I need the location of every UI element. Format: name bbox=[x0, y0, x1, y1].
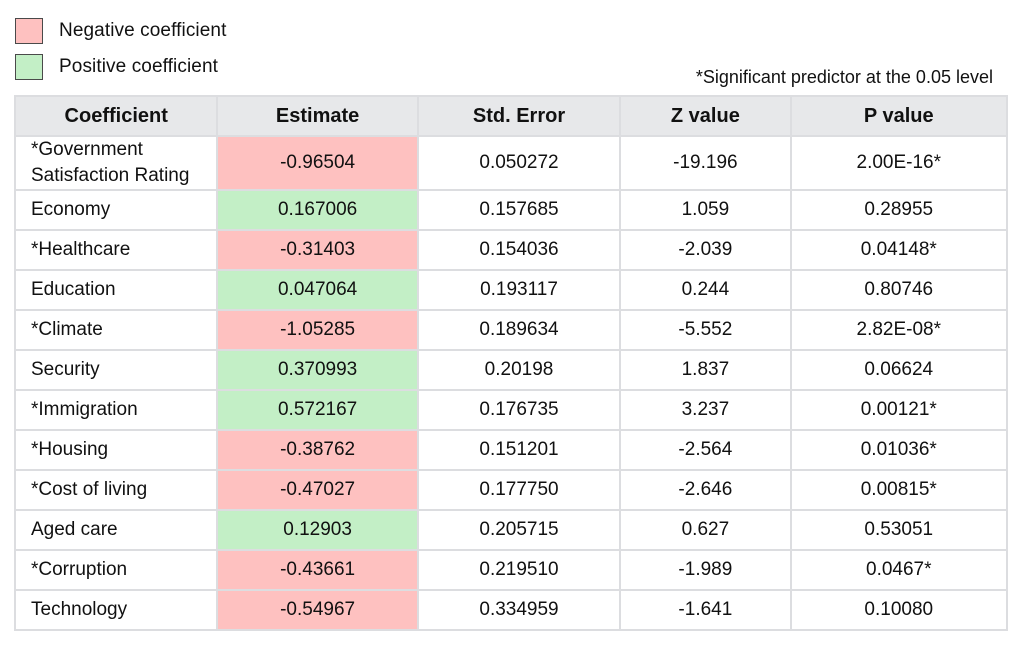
cell-coefficient-name: Economy bbox=[13, 189, 219, 231]
cell-z-value: 0.627 bbox=[619, 509, 792, 551]
cell-p-value: 0.01036* bbox=[789, 429, 1009, 471]
cell-coefficient-name: *Healthcare bbox=[13, 229, 219, 271]
table-row: *Housing -0.38762 0.151201 -2.564 0.01036* bbox=[13, 429, 1009, 471]
cell-estimate: -0.96504 bbox=[216, 135, 419, 191]
table-row: Aged care 0.12903 0.205715 0.627 0.53051 bbox=[13, 509, 1009, 551]
cell-estimate: -1.05285 bbox=[216, 309, 419, 351]
header-row: Coefficient Estimate Std. Error Z value … bbox=[13, 95, 1009, 137]
cell-coefficient-name: Aged care bbox=[13, 509, 219, 551]
cell-p-value: 0.00815* bbox=[789, 469, 1009, 511]
cell-estimate: 0.167006 bbox=[216, 189, 419, 231]
significance-footnote: *Significant predictor at the 0.05 level bbox=[695, 67, 993, 87]
table-row: *Healthcare -0.31403 0.154036 -2.039 0.04148… bbox=[13, 229, 1009, 271]
table-row: Economy 0.167006 0.157685 1.059 0.28955 bbox=[13, 189, 1009, 231]
negative-swatch bbox=[15, 18, 43, 44]
cell-estimate: -0.54967 bbox=[216, 589, 419, 631]
cell-p-value: 0.28955 bbox=[789, 189, 1009, 231]
table-row: Technology -0.54967 0.334959 -1.641 0.10080 bbox=[13, 589, 1009, 631]
cell-p-value: 0.0467* bbox=[789, 549, 1009, 591]
cell-estimate: 0.047064 bbox=[216, 269, 419, 311]
header-p-value: P value bbox=[789, 95, 1009, 137]
legend-label-positive: Positive coefficient bbox=[59, 56, 219, 77]
cell-p-value: 2.82E-08* bbox=[789, 309, 1009, 351]
cell-std-error: 0.205715 bbox=[416, 509, 622, 551]
cell-std-error: 0.151201 bbox=[416, 429, 622, 471]
cell-std-error: 0.193117 bbox=[416, 269, 622, 311]
table-row: *Immigration 0.572167 0.176735 3.237 0.00121… bbox=[13, 389, 1009, 431]
cell-coefficient-name: *Immigration bbox=[13, 389, 219, 431]
cell-std-error: 0.176735 bbox=[416, 389, 622, 431]
cell-coefficient-name: *Housing bbox=[13, 429, 219, 471]
cell-p-value: 0.10080 bbox=[789, 589, 1009, 631]
table-row: *Government Satisfaction Rating -0.96504 0… bbox=[13, 135, 1009, 191]
cell-z-value: -2.564 bbox=[619, 429, 792, 471]
cell-estimate: -0.31403 bbox=[216, 229, 419, 271]
cell-z-value: -5.552 bbox=[619, 309, 792, 351]
cell-coefficient-name: Technology bbox=[13, 589, 219, 631]
cell-coefficient-name: *Corruption bbox=[13, 549, 219, 591]
cell-std-error: 0.189634 bbox=[416, 309, 622, 351]
table-row: Security 0.370993 0.20198 1.837 0.06624 bbox=[13, 349, 1009, 391]
cell-z-value: -1.641 bbox=[619, 589, 792, 631]
cell-std-error: 0.177750 bbox=[416, 469, 622, 511]
table-row: *Climate -1.05285 0.189634 -5.552 2.82E-08* bbox=[13, 309, 1009, 351]
cell-estimate: -0.38762 bbox=[216, 429, 419, 471]
cell-coefficient-name: *Cost of living bbox=[13, 469, 219, 511]
cell-std-error: 0.219510 bbox=[416, 549, 622, 591]
cell-coefficient-name: Education bbox=[13, 269, 219, 311]
cell-coefficient-name: *Climate bbox=[13, 309, 219, 351]
cell-p-value: 0.53051 bbox=[789, 509, 1009, 551]
cell-estimate: 0.572167 bbox=[216, 389, 419, 431]
cell-z-value: 0.244 bbox=[619, 269, 792, 311]
coefficient-table: Coefficient Estimate Std. Error Z value … bbox=[13, 95, 1009, 631]
cell-estimate: 0.12903 bbox=[216, 509, 419, 551]
cell-coefficient-name: Security bbox=[13, 349, 219, 391]
header-coefficient: Coefficient bbox=[13, 95, 219, 137]
cell-std-error: 0.157685 bbox=[416, 189, 622, 231]
cell-std-error: 0.334959 bbox=[416, 589, 622, 631]
positive-swatch bbox=[15, 54, 43, 80]
legend-item-positive: Positive coefficient bbox=[15, 52, 226, 82]
legend: Negative coefficient Positive coefficien… bbox=[15, 16, 226, 88]
cell-p-value: 0.00121* bbox=[789, 389, 1009, 431]
cell-z-value: -19.196 bbox=[619, 135, 792, 191]
table-body: *Government Satisfaction Rating -0.96504 0… bbox=[13, 135, 1009, 631]
cell-estimate: 0.370993 bbox=[216, 349, 419, 391]
cell-z-value: -1.989 bbox=[619, 549, 792, 591]
cell-z-value: 3.237 bbox=[619, 389, 792, 431]
cell-z-value: 1.059 bbox=[619, 189, 792, 231]
cell-std-error: 0.050272 bbox=[416, 135, 622, 191]
cell-p-value: 0.06624 bbox=[789, 349, 1009, 391]
cell-p-value: 0.04148* bbox=[789, 229, 1009, 271]
cell-z-value: -2.039 bbox=[619, 229, 792, 271]
cell-estimate: -0.43661 bbox=[216, 549, 419, 591]
header-std-error: Std. Error bbox=[416, 95, 622, 137]
legend-item-negative: Negative coefficient bbox=[15, 16, 226, 46]
cell-std-error: 0.20198 bbox=[416, 349, 622, 391]
legend-label-negative: Negative coefficient bbox=[59, 20, 227, 41]
cell-p-value: 0.80746 bbox=[789, 269, 1009, 311]
cell-std-error: 0.154036 bbox=[416, 229, 622, 271]
header-z-value: Z value bbox=[619, 95, 792, 137]
cell-p-value: 2.00E-16* bbox=[789, 135, 1009, 191]
cell-estimate: -0.47027 bbox=[216, 469, 419, 511]
table-row: Education 0.047064 0.193117 0.244 0.80746 bbox=[13, 269, 1009, 311]
cell-z-value: 1.837 bbox=[619, 349, 792, 391]
cell-coefficient-name: *Government Satisfaction Rating bbox=[13, 135, 219, 191]
table-row: *Cost of living -0.47027 0.177750 -2.646 0.0… bbox=[13, 469, 1009, 511]
cell-z-value: -2.646 bbox=[619, 469, 792, 511]
table-row: *Corruption -0.43661 0.219510 -1.989 0.0467* bbox=[13, 549, 1009, 591]
header-estimate: Estimate bbox=[216, 95, 419, 137]
